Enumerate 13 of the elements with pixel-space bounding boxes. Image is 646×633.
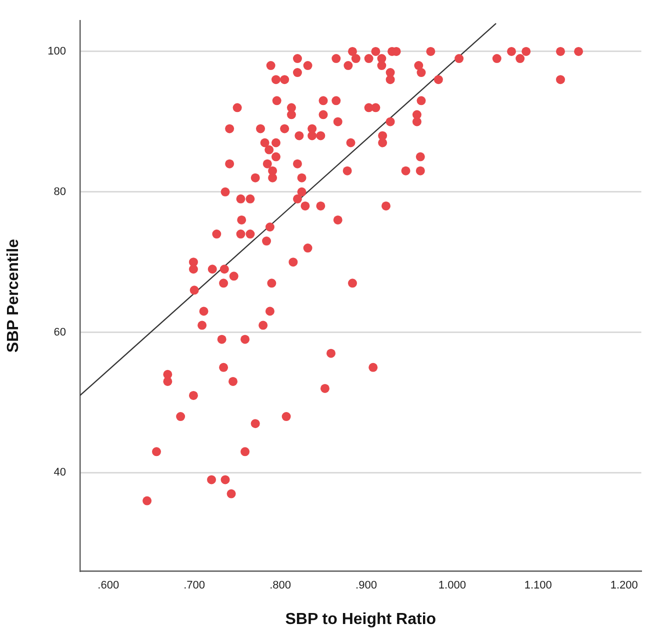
x-tick-label: .900	[356, 580, 377, 592]
y-tick-label: 60	[54, 326, 66, 338]
x-tick-label: 1.200	[610, 580, 638, 592]
y-axis-title: SBP Percentile	[5, 238, 22, 353]
x-axis-title: SBP to Height Ratio	[285, 610, 436, 628]
x-tick-label: .700	[184, 580, 206, 592]
x-tick-label: 1.000	[438, 580, 466, 592]
x-tick-label: 1.100	[524, 580, 552, 592]
y-tick-label: 40	[54, 466, 66, 479]
x-tick-label: .800	[270, 580, 291, 592]
x-tick-label: .600	[98, 580, 120, 592]
y-tick-label: 80	[54, 186, 66, 198]
y-tick-label: 100	[48, 46, 66, 58]
